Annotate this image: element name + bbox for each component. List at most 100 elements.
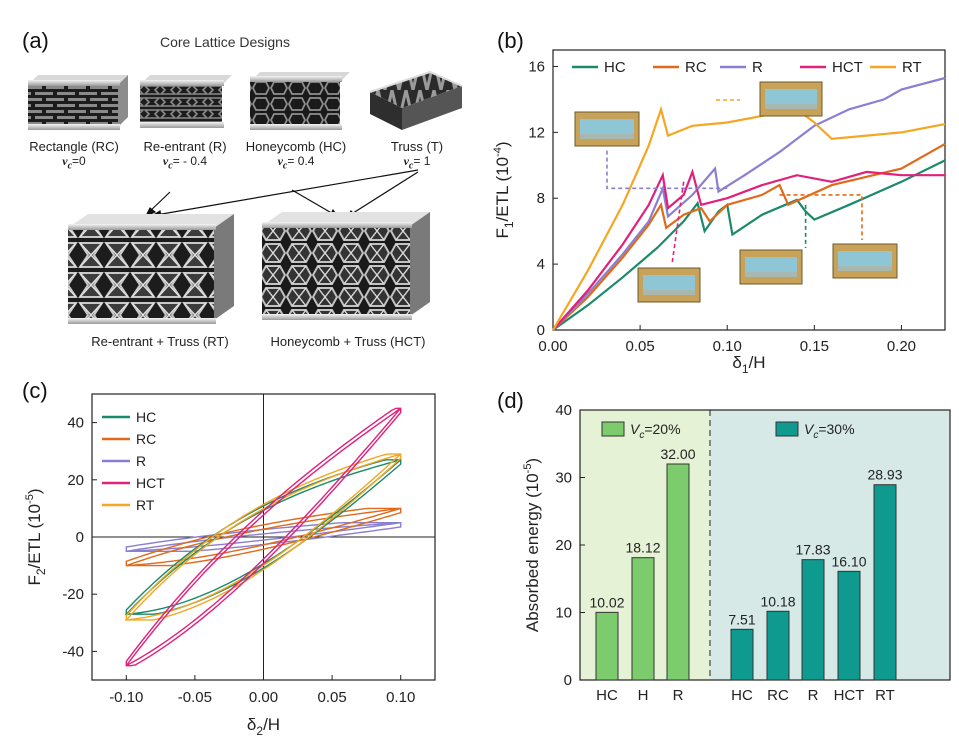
bar-value-label: 28.93 (867, 467, 902, 483)
specimen-photo-rt (759, 81, 823, 117)
x-tick-label: RT (875, 687, 895, 704)
lattice-illustrations (28, 70, 463, 324)
specimen-band (765, 104, 817, 109)
x-tick-label: 0.10 (386, 689, 415, 706)
x-label-main: δ (732, 353, 741, 372)
x-axis-label: δ2/H (247, 715, 280, 738)
y-axis-label: F2/ETL (10-5) (24, 488, 48, 585)
x-tick-label: -0.05 (178, 689, 212, 706)
nu-value: =0 (72, 154, 86, 168)
y-tick-label: 12 (528, 124, 545, 141)
design-caption: Truss (T) νc= 1 (357, 139, 477, 171)
series-line-rt (552, 105, 946, 331)
hysteresis-loop-hct (125, 407, 402, 667)
nu-symbol: ν (403, 154, 409, 168)
design-caption: Honeycomb (HC) νc= 0.4 (236, 139, 356, 171)
nu-value: = 0.4 (287, 154, 315, 168)
legend-label-rt: RT (902, 59, 922, 76)
design-name: Truss (T) (390, 139, 444, 154)
y-tick-label: -20 (62, 586, 84, 603)
bar-value-label: 10.02 (589, 594, 624, 610)
rc-lattice-image (28, 75, 128, 130)
legend-swatch (775, 421, 799, 437)
r-lattice-image (140, 75, 232, 128)
legend-label-rc: RC (136, 431, 156, 447)
x-label-rest: /H (749, 353, 766, 372)
legend-suffix: =20% (644, 421, 680, 437)
legend-label: Vc=20% (630, 421, 681, 441)
design-caption: Re-entrant (R) νc= - 0.4 (125, 139, 245, 171)
legend-prefix: V (804, 421, 815, 437)
y-tick-label: 16 (528, 58, 545, 75)
x-tick-label: 0.20 (887, 338, 916, 355)
plot-frame (552, 49, 946, 331)
nu-subscript: c (67, 160, 73, 172)
panel-a-title: Core Lattice Designs (160, 34, 290, 50)
legend-label-r: R (136, 453, 146, 469)
hybrid-caption-rt: Re-entrant + Truss (RT) (91, 334, 229, 349)
specimen-photo-hct (637, 267, 701, 303)
x-tick-label: RC (767, 687, 789, 704)
y-label-main: Absorbed energy (10 (523, 473, 542, 632)
panel-a-label: (a) (22, 28, 49, 53)
bar-h (631, 557, 655, 681)
x-tick-label: HCT (834, 687, 865, 704)
chart-c-cyclic-loading: -0.10 -0.05 0.00 0.05 0.10-40-2002040F2/ETL … (24, 393, 436, 738)
y-tick-label: 20 (67, 472, 84, 489)
y-label-exponent: -5 (24, 494, 36, 504)
pointer-r (606, 150, 728, 190)
y-tick-label: 20 (555, 537, 572, 554)
y-tick-label: 40 (67, 415, 84, 432)
y-tick-label: 0 (537, 322, 545, 339)
x-tick-label: HC (596, 687, 618, 704)
specimen-band (745, 272, 797, 277)
x-tick-label: R (808, 687, 819, 704)
y-axis-label: F1/ETL (10-4) (492, 141, 516, 238)
y-axis-label: Absorbed energy (10-5) (522, 458, 542, 632)
legend-prefix: V (630, 421, 641, 437)
design-name: Re-entrant (R) (143, 139, 227, 154)
y-label-exponent: -4 (492, 147, 504, 157)
nu-subscript: c (408, 160, 414, 172)
y-label-end: ) (493, 141, 512, 147)
legend-label-hct: HCT (832, 59, 863, 76)
bar-value-label: 16.10 (831, 553, 866, 569)
y-tick-label: 8 (537, 190, 545, 207)
y-label-sub: 2 (34, 568, 48, 575)
y-tick-label: 0 (76, 529, 84, 546)
nu-value: = - 0.4 (172, 154, 208, 168)
legend-label-r: R (752, 59, 763, 76)
bar-hc (730, 628, 754, 681)
specimen-photo-hc (739, 249, 803, 285)
nu-subscript: c (282, 160, 288, 172)
bar-r (666, 463, 690, 681)
design-combination-arrows (144, 169, 419, 220)
legend-subscript: c (813, 430, 818, 441)
x-tick-label: R (673, 687, 684, 704)
specimen-band (643, 290, 695, 295)
design-caption: Rectangle (RC) νc=0 (14, 139, 134, 171)
specimen-band (580, 134, 634, 139)
y-tick-label: 40 (555, 402, 572, 419)
nu-symbol: ν (162, 154, 169, 168)
y-tick-label: 10 (555, 605, 572, 622)
y-label-end: ) (523, 458, 542, 464)
pointer-rc (779, 194, 863, 240)
y-label-end: ) (25, 488, 44, 494)
x-tick-label: 0.05 (317, 689, 346, 706)
panel-a: (a) Core Lattice Designs (0, 0, 480, 370)
specimen-band (838, 266, 892, 271)
hysteresis-loop-rc (125, 507, 402, 567)
x-label-sub: 2 (256, 724, 263, 738)
x-tick-label: -0.10 (109, 689, 143, 706)
poisson-ratio: νc= 0.4 (236, 154, 356, 171)
specimen-photo-rc (832, 243, 898, 279)
legend-subscript: c (639, 430, 644, 441)
bar-value-label: 17.83 (795, 542, 830, 558)
x-axis-label: δ1/H (732, 353, 765, 376)
poisson-ratio: νc= - 0.4 (125, 154, 245, 171)
series-line-r (552, 76, 946, 331)
nu-symbol: ν (62, 154, 68, 168)
bar-hct (837, 570, 861, 681)
